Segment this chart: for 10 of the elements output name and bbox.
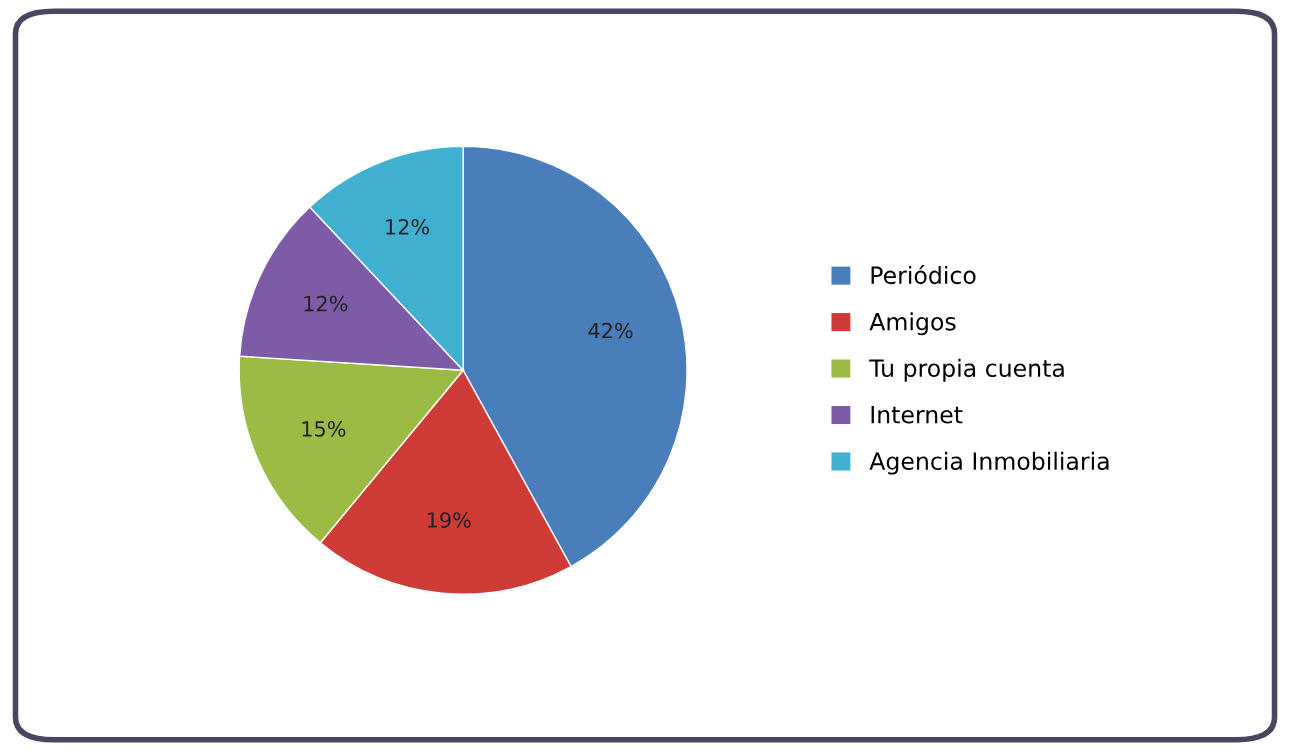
data-label: 12% — [386, 218, 430, 235]
legend-label: Tu propia cuenta — [869, 358, 1064, 382]
legend-label: Periódico — [871, 264, 976, 285]
data-label: 12% — [304, 295, 348, 312]
legend-label: Agencia Inmobiliaria — [869, 451, 1109, 475]
data-label: 19% — [427, 512, 471, 528]
data-label: 42% — [588, 322, 633, 339]
data-label: 15% — [302, 421, 346, 437]
legend-label: Internet — [871, 406, 963, 424]
legend-label: Amigos — [869, 312, 956, 336]
